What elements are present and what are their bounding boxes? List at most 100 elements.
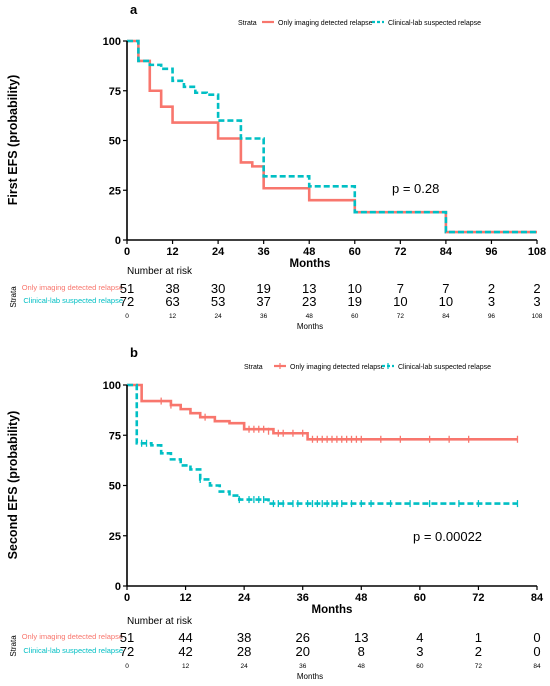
y-axis-label: First EFS (probability) [6,75,20,206]
risk-x-tick-label: 48 [306,313,314,320]
risk-x-tick-label: 36 [260,313,268,320]
x-tick-label: 60 [414,592,426,604]
risk-count: 2 [488,281,495,296]
x-tick-label: 36 [258,246,270,258]
x-tick-label: 24 [238,592,251,604]
risk-count: 7 [442,281,449,296]
panel-b: b Strata Only imaging detected relapse Clin… [6,345,544,681]
risk-x-axis-label: Months [297,672,323,681]
risk-count: 51 [120,281,134,296]
legend-entry: Clinical-lab suspected relapse [388,20,481,27]
legend: Strata Only imaging detected relapse Clini… [244,363,491,371]
x-tick-label: 48 [355,592,367,604]
risk-count: 26 [295,630,309,645]
panel-label: b [130,345,138,360]
legend-entry: Only imaging detected relapse [278,20,373,27]
km-curve-clinical [127,383,518,505]
risk-count: 38 [237,630,251,645]
risk-row-name: Clinical-lab suspected relapse [23,646,123,655]
risk-x-tick-label: 0 [125,663,129,670]
x-tick-label: 0 [124,592,130,604]
risk-count: 10 [439,294,453,309]
x-tick-label: 24 [212,246,225,258]
risk-count: 53 [211,294,225,309]
risk-count: 0 [533,630,540,645]
risk-count: 3 [488,294,495,309]
risk-row-name: Clinical-lab suspected relapse [23,296,123,305]
panel-a: a Strata Only imaging detected relapse Clin… [6,2,546,331]
risk-count: 72 [120,644,134,659]
risk-count: 2 [475,644,482,659]
risk-table-strata-label: Strata [9,635,18,657]
risk-count: 13 [354,630,368,645]
x-tick-label: 12 [179,592,191,604]
risk-count: 44 [178,630,192,645]
risk-count: 7 [397,281,404,296]
risk-count: 20 [295,644,309,659]
risk-table: Number at risk Strata Only imaging detecte… [9,616,541,681]
legend-entry: Clinical-lab suspected relapse [398,364,491,371]
x-tick-label: 84 [440,246,453,258]
legend-title: Strata [244,364,263,371]
x-tick-label: 108 [528,246,546,258]
risk-count: 1 [475,630,482,645]
y-tick-label: 75 [109,430,121,442]
risk-x-tick-label: 60 [416,663,424,670]
risk-count: 42 [178,644,192,659]
risk-count: 10 [393,294,407,309]
y-tick-label: 75 [109,86,121,98]
risk-count: 63 [165,294,179,309]
x-tick-label: 48 [303,246,315,258]
risk-count: 4 [416,630,423,645]
legend: Strata Only imaging detected relapse Clini… [238,20,481,27]
x-tick-label: 60 [349,246,361,258]
risk-table-title: Number at risk [127,616,193,627]
x-axis-label: Months [312,604,353,616]
panel-label: a [130,2,138,17]
x-tick-label: 96 [485,246,497,258]
risk-count: 2 [533,281,540,296]
risk-table-title: Number at risk [127,266,193,277]
risk-count: 23 [302,294,316,309]
risk-count: 3 [416,644,423,659]
risk-x-tick-label: 72 [397,313,405,320]
x-tick-label: 12 [166,246,178,258]
x-tick-label: 72 [472,592,484,604]
risk-row-name: Only imaging detected relapse [22,283,123,292]
risk-x-tick-label: 72 [475,663,483,670]
risk-table-strata-label: Strata [9,286,18,308]
y-tick-label: 50 [109,481,121,493]
y-tick-label: 100 [103,380,121,392]
risk-count: 37 [256,294,270,309]
x-tick-label: 84 [531,592,544,604]
y-axis-label: Second EFS (probability) [6,411,20,560]
km-curve-imaging [127,39,537,234]
risk-count: 10 [348,281,362,296]
risk-count: 38 [165,281,179,296]
risk-x-axis-label: Months [297,322,323,331]
risk-x-tick-label: 24 [214,313,222,320]
risk-table: Number at risk Strata Only imaging detecte… [9,266,543,331]
risk-count: 19 [348,294,362,309]
risk-count: 3 [533,294,540,309]
x-tick-label: 72 [394,246,406,258]
risk-count: 8 [358,644,365,659]
km-curve-imaging [127,383,518,441]
risk-x-tick-label: 48 [358,663,366,670]
risk-count: 28 [237,644,251,659]
p-value-annotation: p = 0.00022 [413,529,482,544]
risk-x-tick-label: 84 [442,313,450,320]
risk-count: 13 [302,281,316,296]
risk-x-tick-label: 24 [241,663,249,670]
x-axis-label: Months [290,258,331,270]
risk-x-tick-label: 96 [488,313,496,320]
risk-count: 51 [120,630,134,645]
risk-row-name: Only imaging detected relapse [22,632,123,641]
y-tick-label: 25 [109,185,121,197]
y-tick-label: 100 [103,36,121,48]
legend-entry: Only imaging detected relapse [290,364,385,371]
risk-count: 72 [120,294,134,309]
risk-count: 30 [211,281,225,296]
y-tick-label: 0 [115,235,121,247]
risk-x-tick-label: 108 [532,313,543,320]
